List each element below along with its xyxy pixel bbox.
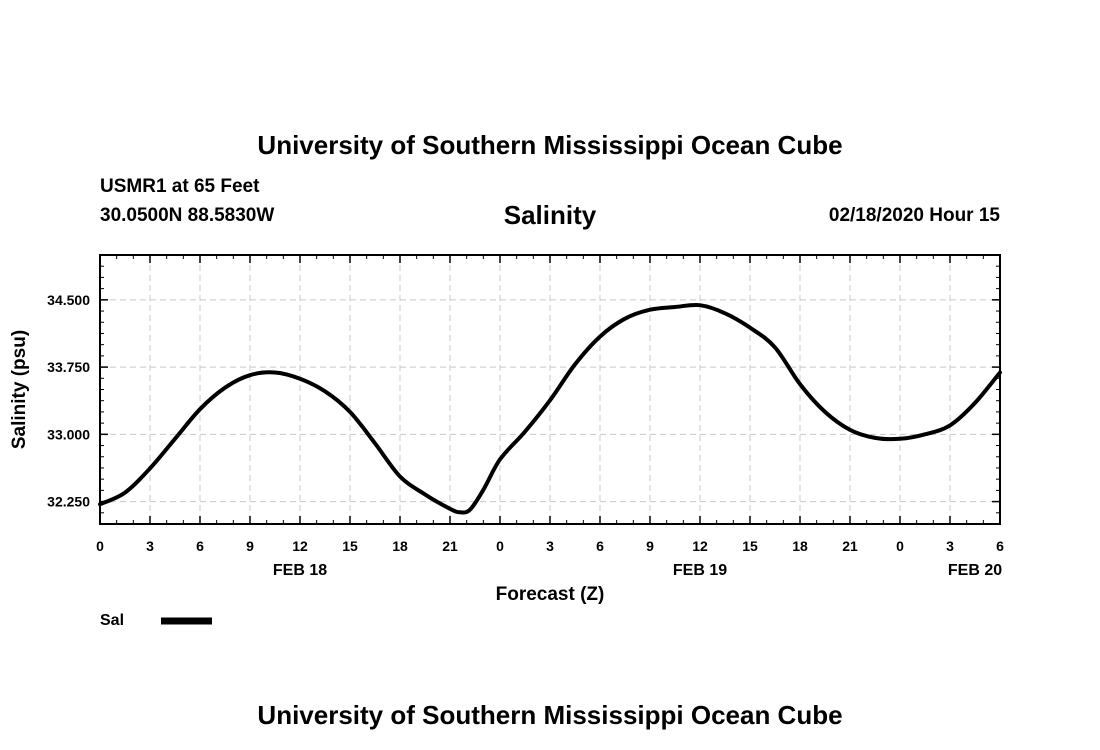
x-tick-label: 12 [292,538,308,554]
x-tick-label: 18 [792,538,808,554]
date-label: FEB 18 [273,562,327,579]
x-tick-label: 6 [996,538,1004,554]
station-coordinates: 30.0500N 88.5830W [100,205,275,226]
plot-frame [99,254,1001,525]
x-axis-ticks: 0 3 6 9 12 15 18 21 0 3 6 9 12 15 18 21 0 3 6 FEB 18 FEB 19 F… [96,255,1004,579]
x-tick-label: 9 [246,538,254,554]
y-tick-label: 33.000 [47,426,90,442]
x-axis-label: Forecast (Z) [496,584,605,605]
x-tick-label: 9 [646,538,654,554]
chart-title: Salinity [503,200,597,230]
x-tick-label: 0 [496,538,504,554]
station-label: USMR1 at 65 Feet [100,176,260,197]
x-tick-label: 15 [342,538,358,554]
series-line-sal [98,302,1002,515]
date-label: FEB 20 [948,562,1002,579]
footer-title: University of Southern Mississippi Ocean… [257,700,843,730]
y-axis-label: Salinity (psu) [9,330,30,449]
grid-lines [100,255,1000,524]
x-tick-label: 21 [442,538,458,554]
x-tick-label: 6 [596,538,604,554]
date-label: FEB 19 [673,562,727,579]
x-tick-label: 3 [146,538,154,554]
legend-label: Sal [100,612,124,629]
x-tick-label: 0 [896,538,904,554]
x-tick-label: 3 [946,538,954,554]
y-tick-label: 34.500 [47,292,90,308]
x-tick-label: 21 [842,538,858,554]
report-title: University of Southern Mississippi Ocean… [257,130,843,160]
x-tick-label: 12 [692,538,708,554]
y-tick-label: 32.250 [47,494,90,510]
y-axis-ticks: 32.250 33.000 33.750 34.500 [47,254,1000,525]
x-tick-label: 3 [546,538,554,554]
x-tick-label: 15 [742,538,758,554]
x-tick-label: 0 [96,538,104,554]
y-tick-label: 33.750 [47,359,90,375]
forecast-datetime: 02/18/2020 Hour 15 [828,205,1000,226]
x-tick-label: 6 [196,538,204,554]
x-tick-label: 18 [392,538,408,554]
